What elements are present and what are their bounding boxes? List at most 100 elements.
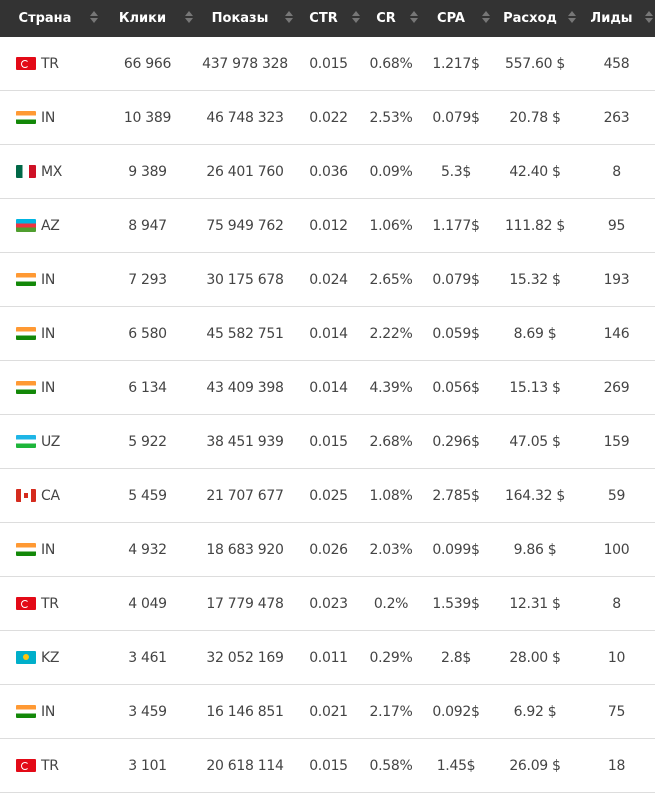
impressions-value: 38 451 939 <box>206 433 284 450</box>
cell-ctr: 0.025 <box>295 468 362 523</box>
cell-clicks: 8 947 <box>100 198 195 253</box>
column-header-ctr[interactable]: CTR <box>295 0 362 37</box>
cr-value: 4.39% <box>369 379 413 396</box>
cpa-value: 1.539$ <box>432 595 480 612</box>
cell-country: TR <box>0 37 100 91</box>
cell-leads: 8 <box>578 576 655 631</box>
cell-cr: 0.29% <box>362 630 420 685</box>
cell-spend: 8.69 $ <box>492 306 578 361</box>
impressions-value: 75 949 762 <box>206 217 284 234</box>
cell-ctr: 0.023 <box>295 576 362 631</box>
sort-icon[interactable] <box>482 11 490 25</box>
flag-tr-icon <box>16 758 36 772</box>
cell-cr: 0.2% <box>362 576 420 631</box>
cell-cpa: 0.092$ <box>420 684 492 739</box>
cell-impressions: 43 409 398 <box>195 360 295 415</box>
header-label: Расход <box>503 11 557 26</box>
cell-spend: 20.78 $ <box>492 90 578 145</box>
cell-clicks: 5 922 <box>100 414 195 469</box>
cell-spend: 47.05 $ <box>492 414 578 469</box>
cell-country: CA <box>0 468 100 523</box>
cell-impressions: 26 401 760 <box>195 144 295 199</box>
ctr-value: 0.022 <box>309 109 348 126</box>
ctr-value: 0.025 <box>309 487 348 504</box>
cell-spend: 6.92 $ <box>492 684 578 739</box>
sort-icon[interactable] <box>410 11 418 25</box>
cpa-value: 5.3$ <box>441 163 471 180</box>
cell-leads: 159 <box>578 414 655 469</box>
cell-clicks: 4 932 <box>100 522 195 577</box>
cell-clicks: 7 293 <box>100 252 195 307</box>
table-row: CA 5 459 21 707 677 0.025 1.08% 2.785$ 164.32 … <box>0 468 655 523</box>
sort-icon[interactable] <box>285 11 293 25</box>
cpa-value: 0.079$ <box>432 109 480 126</box>
column-header-leads[interactable]: Лиды <box>578 0 655 37</box>
sort-icon[interactable] <box>645 11 653 25</box>
cell-impressions: 21 707 677 <box>195 468 295 523</box>
ctr-value: 0.021 <box>309 703 348 720</box>
ctr-value: 0.036 <box>309 163 348 180</box>
cell-impressions: 20 618 114 <box>195 738 295 793</box>
country-value: KZ <box>41 649 60 666</box>
cell-country: IN <box>0 90 100 145</box>
cell-clicks: 6 134 <box>100 360 195 415</box>
header-label: CR <box>376 11 396 26</box>
clicks-value: 3 461 <box>128 649 167 666</box>
leads-value: 263 <box>603 109 630 126</box>
spend-value: 28.00 $ <box>509 649 561 666</box>
ctr-value: 0.026 <box>309 541 348 558</box>
cell-spend: 9.86 $ <box>492 522 578 577</box>
cell-country: IN <box>0 252 100 307</box>
cell-clicks: 3 461 <box>100 630 195 685</box>
sort-icon[interactable] <box>185 11 193 25</box>
column-header-spend[interactable]: Расход <box>492 0 578 37</box>
cpa-value: 1.217$ <box>432 55 480 72</box>
sort-icon[interactable] <box>568 11 576 25</box>
cell-ctr: 0.021 <box>295 684 362 739</box>
cell-leads: 100 <box>578 522 655 577</box>
cell-impressions: 30 175 678 <box>195 252 295 307</box>
cell-spend: 26.09 $ <box>492 738 578 793</box>
leads-value: 95 <box>607 217 626 234</box>
cell-impressions: 437 978 328 <box>195 37 295 91</box>
cell-ctr: 0.015 <box>295 738 362 793</box>
ctr-value: 0.015 <box>309 433 348 450</box>
column-header-cpa[interactable]: CPA <box>420 0 492 37</box>
clicks-value: 5 459 <box>128 487 167 504</box>
cell-impressions: 32 052 169 <box>195 630 295 685</box>
column-header-impressions[interactable]: Показы <box>195 0 295 37</box>
table-row: IN 4 932 18 683 920 0.026 2.03% 0.099$ 9.86 $ 1… <box>0 522 655 577</box>
column-header-clicks[interactable]: Клики <box>100 0 195 37</box>
leads-value: 159 <box>603 433 630 450</box>
column-header-country[interactable]: Страна <box>0 0 100 37</box>
impressions-value: 46 748 323 <box>206 109 284 126</box>
sort-icon[interactable] <box>90 11 98 25</box>
cell-cr: 0.68% <box>362 37 420 91</box>
country-value: TR <box>41 55 59 72</box>
cell-country: AZ <box>0 198 100 253</box>
impressions-value: 26 401 760 <box>206 163 284 180</box>
table-row: MX 9 389 26 401 760 0.036 0.09% 5.3$ 42.40 $ 8 <box>0 144 655 199</box>
leads-value: 8 <box>612 595 621 612</box>
column-header-cr[interactable]: CR <box>362 0 420 37</box>
impressions-value: 18 683 920 <box>206 541 284 558</box>
cr-value: 1.06% <box>369 217 413 234</box>
cell-country: IN <box>0 522 100 577</box>
cell-leads: 59 <box>578 468 655 523</box>
ctr-value: 0.024 <box>309 271 348 288</box>
cell-clicks: 9 389 <box>100 144 195 199</box>
cell-spend: 164.32 $ <box>492 468 578 523</box>
table-row: IN 3 459 16 146 851 0.021 2.17% 0.092$ 6.92 $ 7… <box>0 684 655 739</box>
cell-country: KZ <box>0 630 100 685</box>
cr-value: 0.2% <box>373 595 409 612</box>
leads-value: 10 <box>607 649 626 666</box>
cpa-value: 0.092$ <box>432 703 480 720</box>
table-row: IN 6 580 45 582 751 0.014 2.22% 0.059$ 8.69 $ 1… <box>0 306 655 361</box>
cell-cpa: 2.785$ <box>420 468 492 523</box>
cell-spend: 15.13 $ <box>492 360 578 415</box>
spend-value: 20.78 $ <box>509 109 561 126</box>
cell-clicks: 10 389 <box>100 90 195 145</box>
sort-icon[interactable] <box>352 11 360 25</box>
header-label: Страна <box>18 11 72 26</box>
